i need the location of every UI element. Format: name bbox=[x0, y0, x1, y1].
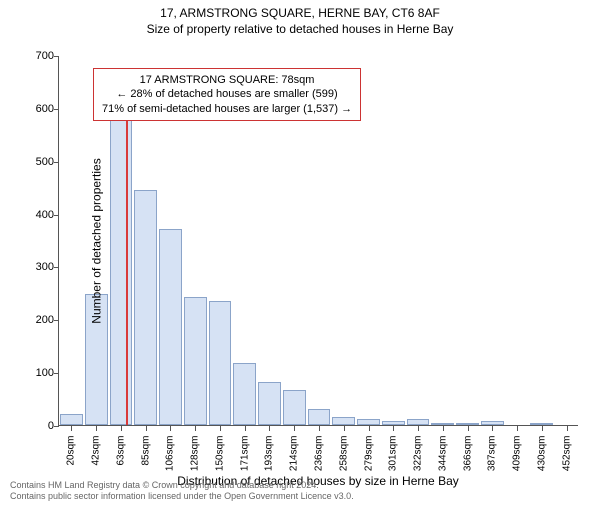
footer-attribution: Contains HM Land Registry data © Crown c… bbox=[10, 480, 354, 502]
x-tick-mark bbox=[492, 426, 493, 431]
histogram-bar bbox=[431, 423, 454, 425]
y-tick-label: 0 bbox=[24, 420, 54, 432]
annotation-line: 71% of semi-detached houses are larger (… bbox=[102, 102, 352, 116]
annotation-box: 17 ARMSTRONG SQUARE: 78sqm← 28% of detac… bbox=[93, 68, 361, 121]
y-tick-label: 200 bbox=[24, 314, 54, 326]
y-tick-mark bbox=[54, 215, 59, 216]
histogram-bar bbox=[308, 409, 331, 425]
x-tick-mark bbox=[567, 426, 568, 431]
x-tick-mark bbox=[468, 426, 469, 431]
histogram-bar bbox=[258, 382, 281, 425]
y-tick-mark bbox=[54, 320, 59, 321]
x-tick-mark bbox=[369, 426, 370, 431]
x-tick-mark bbox=[443, 426, 444, 431]
x-tick-mark bbox=[146, 426, 147, 431]
x-tick-mark bbox=[517, 426, 518, 431]
y-tick-label: 300 bbox=[24, 261, 54, 273]
histogram-bar bbox=[134, 190, 157, 425]
x-tick-mark bbox=[344, 426, 345, 431]
y-axis-label: Number of detached properties bbox=[90, 158, 104, 323]
histogram-bar bbox=[357, 419, 380, 425]
x-tick-mark bbox=[121, 426, 122, 431]
property-marker-line bbox=[126, 118, 128, 425]
y-tick-label: 100 bbox=[24, 367, 54, 379]
x-tick-mark bbox=[294, 426, 295, 431]
y-tick-label: 600 bbox=[24, 103, 54, 115]
chart-area: 010020030040050060070020sqm42sqm63sqm85s… bbox=[58, 56, 578, 426]
y-tick-mark bbox=[54, 426, 59, 427]
page-title: 17, ARMSTRONG SQUARE, HERNE BAY, CT6 8AF bbox=[0, 6, 600, 20]
x-tick-mark bbox=[393, 426, 394, 431]
x-tick-mark bbox=[269, 426, 270, 431]
histogram-bar bbox=[283, 390, 306, 425]
histogram-bar bbox=[233, 363, 256, 425]
histogram-bar bbox=[209, 301, 232, 425]
x-tick-mark bbox=[195, 426, 196, 431]
x-tick-mark bbox=[71, 426, 72, 431]
y-tick-label: 500 bbox=[24, 156, 54, 168]
y-tick-mark bbox=[54, 56, 59, 57]
x-tick-mark bbox=[245, 426, 246, 431]
y-tick-mark bbox=[54, 373, 59, 374]
footer-line-1: Contains HM Land Registry data © Crown c… bbox=[10, 480, 354, 491]
histogram-bar bbox=[481, 421, 504, 425]
x-tick-mark bbox=[220, 426, 221, 431]
histogram-bar bbox=[159, 229, 182, 425]
x-tick-mark bbox=[418, 426, 419, 431]
page-subtitle: Size of property relative to detached ho… bbox=[0, 22, 600, 36]
y-tick-mark bbox=[54, 162, 59, 163]
y-tick-mark bbox=[54, 267, 59, 268]
histogram-bar bbox=[184, 297, 207, 425]
histogram-bar bbox=[456, 423, 479, 425]
y-tick-label: 400 bbox=[24, 209, 54, 221]
footer-line-2: Contains public sector information licen… bbox=[10, 491, 354, 502]
histogram-bar bbox=[110, 118, 133, 425]
y-tick-label: 700 bbox=[24, 50, 54, 62]
histogram-bar bbox=[530, 423, 553, 425]
histogram-bar bbox=[60, 414, 83, 425]
x-tick-mark bbox=[319, 426, 320, 431]
annotation-line: 17 ARMSTRONG SQUARE: 78sqm bbox=[102, 73, 352, 87]
annotation-line: ← 28% of detached houses are smaller (59… bbox=[102, 87, 352, 101]
y-tick-mark bbox=[54, 109, 59, 110]
histogram-bar bbox=[407, 419, 430, 425]
x-tick-mark bbox=[170, 426, 171, 431]
x-tick-mark bbox=[542, 426, 543, 431]
x-tick-mark bbox=[96, 426, 97, 431]
histogram-bar bbox=[382, 421, 405, 425]
histogram-bar bbox=[332, 417, 355, 425]
